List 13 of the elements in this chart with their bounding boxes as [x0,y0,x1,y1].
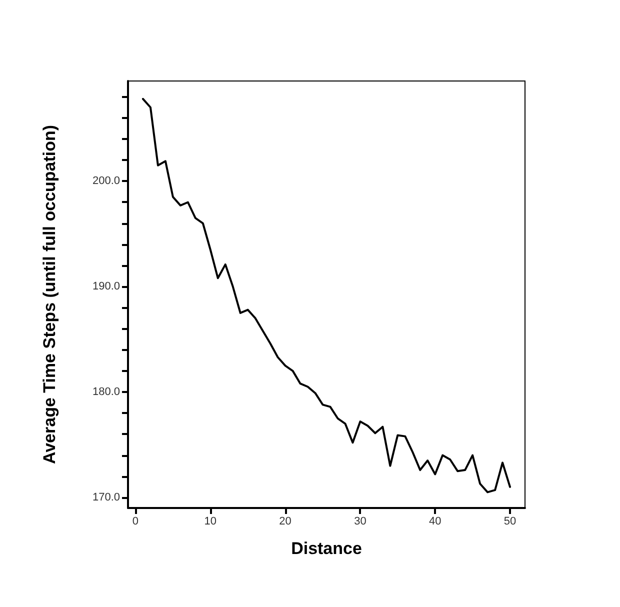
y-tick-label: 200.0 [92,175,120,188]
y-tick-label: 180.0 [92,386,120,398]
x-tick-label: 50 [504,516,516,528]
x-tick-label: 30 [354,516,366,528]
x-tick-label: 0 [132,516,139,528]
x-tick-label: 10 [204,516,217,528]
line-series [142,98,512,494]
y-axis-title: Average Time Steps (until full occupation) [40,124,59,464]
x-tick-label: 20 [279,516,292,528]
y-tick-label: 170.0 [92,491,120,504]
x-tick-label: 40 [428,516,442,528]
y-tick-label: 190.0 [92,280,120,293]
x-axis-title: Distance [291,539,362,558]
